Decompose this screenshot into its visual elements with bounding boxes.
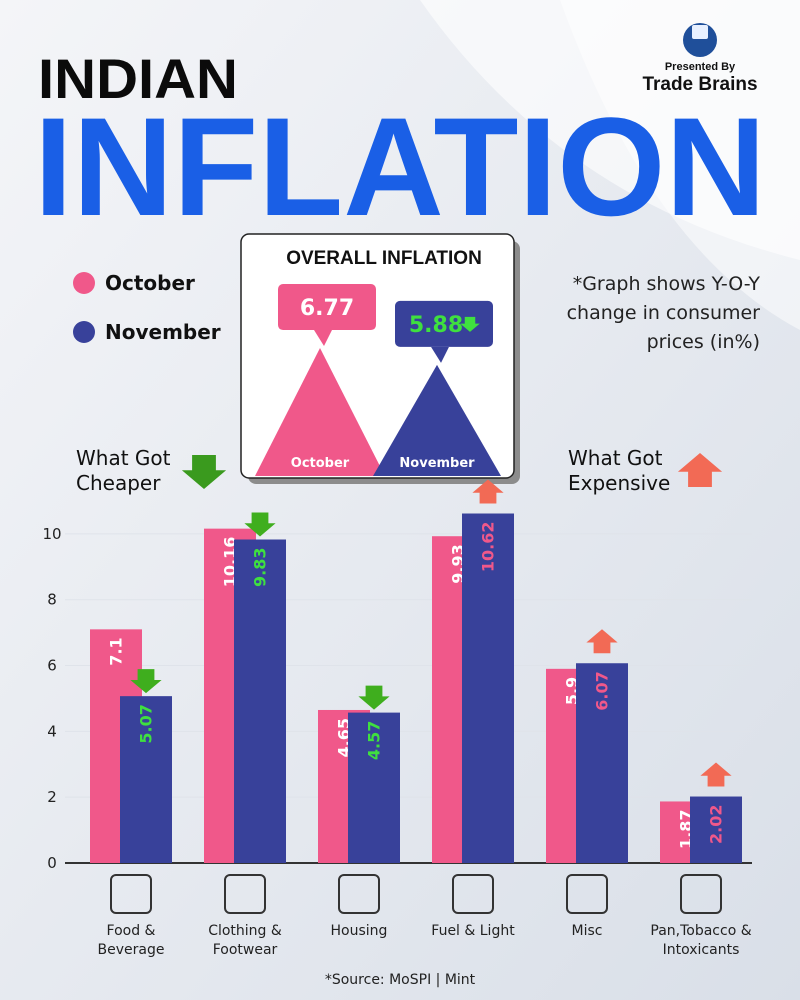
change-arrow [460,316,480,332]
value-label: 6.07 [593,671,612,710]
change-arrow [677,453,723,487]
y-tick-label: 2 [47,788,57,806]
category-icon [452,874,494,914]
bar [234,539,286,863]
change-arrow [130,669,162,694]
title-line1: INDIAN [38,47,238,110]
change-arrow [244,512,276,537]
x-tick-label: Fuel & Light [431,923,515,939]
overall-bubble [278,284,376,331]
category-icon [110,874,152,914]
title-line2: INFLATION [34,88,766,245]
overall-triangle [255,348,385,476]
cheaper-label: What Got Cheaper [76,446,171,495]
overall-bubble-tail [431,346,449,363]
overall-bubble [395,300,493,347]
value-label: 10.62 [479,522,498,573]
x-tick-label: Pan,Tobacco & Intoxicants [650,923,752,958]
legend-swatch [73,272,95,294]
category-icon [338,874,380,914]
x-tick-label: Clothing & Footwear [208,923,282,958]
note: *Graph shows Y-O-Y change in consumer pr… [566,273,760,353]
overall-triangle [373,364,501,476]
value-label: 5.07 [137,704,156,743]
value-label: 4.57 [365,721,384,760]
brand-icon [692,25,708,39]
legend-swatch [73,321,95,343]
overall-triangle-label: October [291,456,350,471]
bar [348,712,400,863]
change-arrow [700,762,732,787]
value-label: 7.1 [107,637,126,665]
value-label: 9.83 [251,548,270,587]
change-arrow [358,685,390,710]
inset-title: OVERALL INFLATION [286,248,482,269]
brand-icon [683,23,717,57]
legend-label: November [105,320,221,344]
bar [120,696,172,863]
presented-by: Presented By [665,61,736,73]
bar [576,663,628,863]
category-icon [680,874,722,914]
overall-value: 6.77 [300,296,354,321]
overall-bubble-tail [314,330,332,347]
change-arrow [472,479,504,504]
y-tick-label: 0 [47,854,57,872]
change-arrow [181,455,227,489]
y-tick-label: 10 [42,525,61,543]
x-tick-label: Misc [571,923,603,939]
brand: Trade Brains [642,74,757,95]
category-icon [224,874,266,914]
y-tick-label: 6 [47,657,57,675]
expensive-label: What Got Expensive [568,446,671,495]
y-tick-label: 4 [47,722,57,740]
bar [462,513,514,863]
x-tick-label: Food & Beverage [97,923,165,958]
bar [690,796,742,863]
source: *Source: MoSPI | Mint [324,972,476,988]
change-arrow [586,629,618,654]
legend-label: October [105,271,195,295]
overall-value: 5.88 [409,313,463,338]
y-tick-label: 8 [47,591,57,609]
category-icon [566,874,608,914]
swoosh [560,0,800,330]
value-label: 2.02 [707,805,726,844]
overall-triangle-label: November [399,456,475,471]
x-tick-label: Housing [330,923,388,939]
